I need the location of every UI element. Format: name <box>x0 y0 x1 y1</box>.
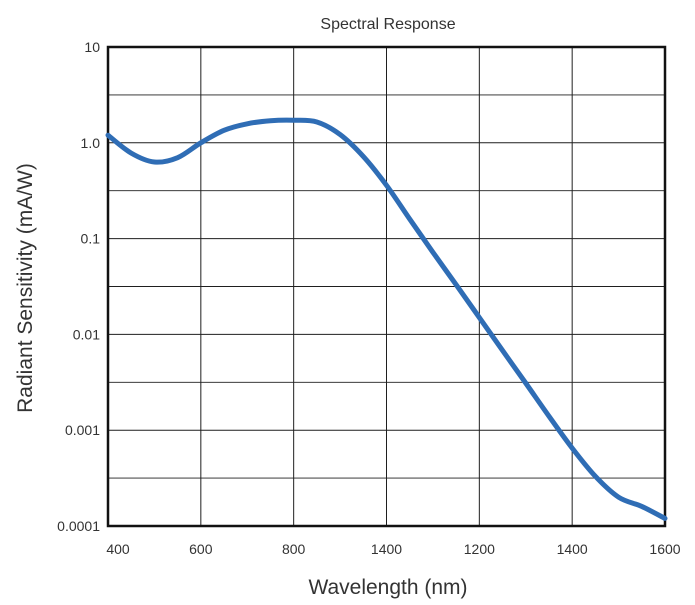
y-tick-label: 0.0001 <box>57 518 100 534</box>
x-tick-label: 1400 <box>557 541 588 557</box>
plot-border <box>106 45 667 528</box>
y-tick-label: 0.001 <box>65 422 100 438</box>
x-axis-label: Wavelength (nm) <box>308 576 467 599</box>
x-tick-label: 600 <box>189 541 213 557</box>
plot-frame <box>106 45 667 528</box>
y-tick-labels: 10 1.0 0.1 0.01 0.001 0.0001 <box>57 39 100 534</box>
y-tick-label: 10 <box>84 39 100 55</box>
y-tick-label: 0.01 <box>73 326 100 342</box>
x-tick-labels: 400 600 800 1400 1200 1400 1600 <box>106 541 680 557</box>
x-tick-label: 1400 <box>371 541 402 557</box>
grid-layer <box>107 46 666 527</box>
x-tick-label: 1600 <box>649 541 680 557</box>
data-layer <box>105 117 668 521</box>
x-tick-label: 1200 <box>464 541 495 557</box>
x-tick-label: 800 <box>282 541 306 557</box>
y-tick-label: 1.0 <box>81 135 101 151</box>
y-tick-label: 0.1 <box>81 231 101 247</box>
chart-title: Spectral Response <box>320 16 455 33</box>
x-tick-label: 400 <box>106 541 130 557</box>
spectral-response-curve <box>105 117 668 521</box>
y-axis-label: Radiant Sensitivity (mA/W) <box>14 163 37 413</box>
